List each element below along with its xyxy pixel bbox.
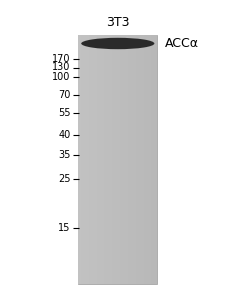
Bar xyxy=(96,34,97,284)
Bar xyxy=(125,34,126,284)
Bar xyxy=(146,34,147,284)
Bar xyxy=(112,34,113,284)
Bar xyxy=(113,34,114,284)
Bar xyxy=(109,34,110,284)
Text: 70: 70 xyxy=(58,89,71,100)
Text: 170: 170 xyxy=(52,53,71,64)
Bar xyxy=(100,34,101,284)
Bar xyxy=(97,34,98,284)
Bar xyxy=(101,34,102,284)
Bar xyxy=(116,34,117,284)
Bar xyxy=(80,34,81,284)
Bar xyxy=(94,34,95,284)
Bar xyxy=(123,34,124,284)
Bar xyxy=(132,34,133,284)
Bar xyxy=(104,34,105,284)
Text: 100: 100 xyxy=(52,72,71,82)
Bar xyxy=(117,34,118,284)
Bar xyxy=(87,34,88,284)
Bar xyxy=(144,34,145,284)
Bar xyxy=(127,34,128,284)
Bar xyxy=(150,34,151,284)
Bar xyxy=(149,34,150,284)
Bar xyxy=(85,34,86,284)
Bar xyxy=(118,34,119,284)
Bar xyxy=(120,34,121,284)
Bar xyxy=(134,34,135,284)
Bar xyxy=(90,34,91,284)
Bar xyxy=(108,34,109,284)
Bar xyxy=(143,34,144,284)
Bar xyxy=(102,34,103,284)
Text: 25: 25 xyxy=(58,173,71,184)
Bar xyxy=(119,34,120,284)
Bar xyxy=(136,34,137,284)
Bar xyxy=(147,34,148,284)
Text: ACCα: ACCα xyxy=(165,37,199,50)
Text: 3T3: 3T3 xyxy=(106,16,129,29)
Bar xyxy=(83,34,84,284)
Text: 35: 35 xyxy=(58,149,71,160)
Bar xyxy=(148,34,149,284)
Bar xyxy=(140,34,141,284)
Bar xyxy=(126,34,127,284)
Text: 130: 130 xyxy=(52,62,71,73)
Bar xyxy=(82,34,83,284)
Bar xyxy=(99,34,100,284)
Bar xyxy=(138,34,139,284)
Bar xyxy=(155,34,156,284)
Bar xyxy=(107,34,108,284)
Bar xyxy=(115,34,116,284)
Bar xyxy=(79,34,80,284)
Bar xyxy=(103,34,104,284)
Bar xyxy=(84,34,85,284)
Bar xyxy=(111,34,112,284)
Bar xyxy=(110,34,111,284)
Bar xyxy=(88,34,89,284)
Ellipse shape xyxy=(81,38,154,49)
Bar xyxy=(121,34,122,284)
Bar xyxy=(135,34,136,284)
Bar xyxy=(133,34,134,284)
Bar xyxy=(81,34,82,284)
Bar xyxy=(145,34,146,284)
Bar xyxy=(89,34,90,284)
Bar xyxy=(86,34,87,284)
Bar xyxy=(154,34,155,284)
Bar xyxy=(78,34,79,284)
Bar xyxy=(142,34,143,284)
Bar xyxy=(141,34,142,284)
Bar xyxy=(151,34,152,284)
Bar xyxy=(124,34,125,284)
Bar xyxy=(92,34,93,284)
Bar xyxy=(114,34,115,284)
Bar xyxy=(93,34,94,284)
Bar xyxy=(139,34,140,284)
Bar xyxy=(129,34,130,284)
Bar xyxy=(131,34,132,284)
Text: 40: 40 xyxy=(59,130,71,140)
Text: 55: 55 xyxy=(58,107,71,118)
Bar xyxy=(153,34,154,284)
Bar xyxy=(130,34,131,284)
Bar xyxy=(98,34,99,284)
Bar xyxy=(105,34,106,284)
Bar xyxy=(152,34,153,284)
Bar xyxy=(137,34,138,284)
Bar xyxy=(106,34,107,284)
Bar xyxy=(78,34,157,284)
Bar xyxy=(122,34,123,284)
Bar xyxy=(91,34,92,284)
Bar xyxy=(128,34,129,284)
Text: 15: 15 xyxy=(58,223,71,233)
Bar xyxy=(156,34,157,284)
Bar xyxy=(95,34,96,284)
